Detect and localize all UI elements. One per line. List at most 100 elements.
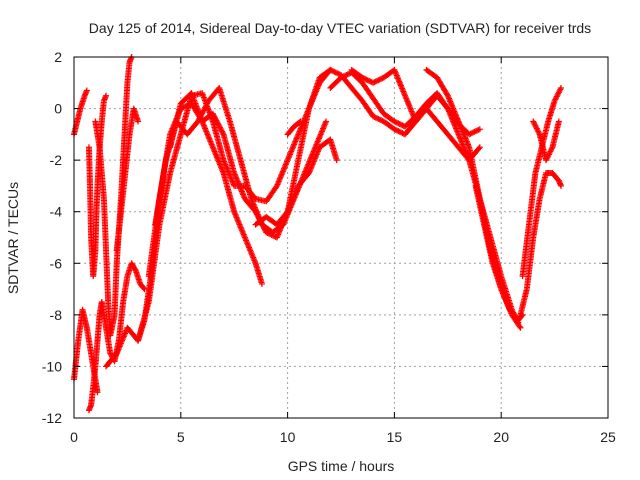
data-point-marker [394,127,401,134]
data-point-marker [297,118,304,125]
data-point-marker [371,113,378,120]
data-point-marker [343,72,350,79]
data-point-marker [516,323,523,330]
data-point-marker [327,66,334,73]
y-tick-label: -2 [50,152,63,168]
series-arc-q [472,182,526,324]
data-point-marker [83,87,90,94]
data-point-marker [372,114,379,121]
x-axis-label: GPS time / hours [288,458,395,474]
data-point-marker [395,128,402,135]
data-point-marker [359,74,366,81]
data-point-marker [476,144,483,151]
series-arc-l [252,66,483,228]
data-point-marker [378,117,385,124]
series-arc-k [167,90,265,287]
y-tick-label: 2 [54,49,62,65]
data-point-marker [398,121,405,128]
data-point-marker [364,77,371,84]
x-tick-label: 25 [600,429,616,445]
data-point-marker [392,119,399,126]
data-point-marker [392,126,399,133]
data-point-marker [391,118,398,125]
data-point-marker [555,118,562,125]
y-tick-label: -4 [50,204,63,220]
y-tick-label: -6 [50,255,63,271]
data-point-marker [335,70,342,77]
series-arc-t [530,118,562,164]
series-arc-c [85,260,148,414]
data-point-marker [391,126,398,133]
y-tick-label: -10 [42,358,62,374]
data-point-marker [370,79,377,86]
x-tick-label: 15 [387,429,403,445]
data-point-marker [467,130,474,137]
data-point-marker [132,266,139,273]
data-point-marker [372,78,379,85]
data-point-marker [333,157,340,164]
data-point-marker [339,73,346,80]
data-point-marker [376,116,383,123]
data-point-marker [398,129,405,136]
data-point-marker [370,113,377,120]
data-point-marker [366,77,373,84]
data-point-marker [474,127,481,134]
series-arc-o [348,66,522,326]
data-point-marker [517,324,524,331]
data-point-marker [378,75,385,82]
data-point-marker [476,126,483,133]
data-point-marker [338,74,344,81]
data-point-marker [394,119,401,126]
data-point-marker [323,118,330,125]
data-point-marker [340,73,347,80]
data-point-marker [296,119,303,126]
plot-frame [73,56,609,419]
data-point-marker [344,71,351,78]
data-point-marker [371,79,378,86]
y-tick-label: 0 [54,101,62,117]
data-point-marker [470,129,477,136]
data-point-marker [374,77,381,84]
data-point-marker [472,128,479,135]
series-arc-j [152,84,330,236]
y-axis-label: SDTVAR / TECUs [5,182,21,294]
data-point-marker [332,69,339,76]
data-point-marker [468,130,475,137]
data-point-marker [376,76,383,83]
x-tick-label: 10 [280,429,296,445]
data-point-marker [329,68,336,75]
data-point-marker [396,121,403,128]
data-point-marker [375,115,382,122]
data-point-marker [94,389,101,396]
data-point-marker [558,84,565,91]
data-point-marker [396,128,403,135]
data-point-marker [444,91,451,98]
data-point-marker [103,92,110,99]
data-point-marker [331,68,338,75]
data-point-marker [183,102,190,109]
x-tick-label: 0 [70,429,78,445]
y-tick-label: -12 [42,410,62,426]
x-tick-label: 20 [493,429,509,445]
data-points [71,54,565,414]
data-point-marker [328,67,335,74]
x-tick-label: 5 [177,429,185,445]
data-point-marker [374,115,381,122]
series-arc-g [113,105,142,254]
axis-ticks: 0 5 10 15 20 25 -12 -10 -8 -6 -4 -2 0 2 [42,49,616,445]
data-point-marker [219,129,226,136]
data-point-marker [395,120,402,127]
data-point-marker [471,128,478,135]
y-tick-label: -8 [50,307,63,323]
data-point-marker [180,104,187,111]
data-point-marker [360,75,367,82]
data-point-marker [184,102,191,109]
series-arc-m [284,118,304,138]
data-point-marker [466,131,473,138]
chart-title: Day 125 of 2014, Sidereal Day-to-day VTE… [89,20,591,36]
data-point-marker [558,182,565,189]
data-point-marker [283,209,290,216]
data-point-marker [140,285,147,292]
data-point-marker [375,77,382,84]
